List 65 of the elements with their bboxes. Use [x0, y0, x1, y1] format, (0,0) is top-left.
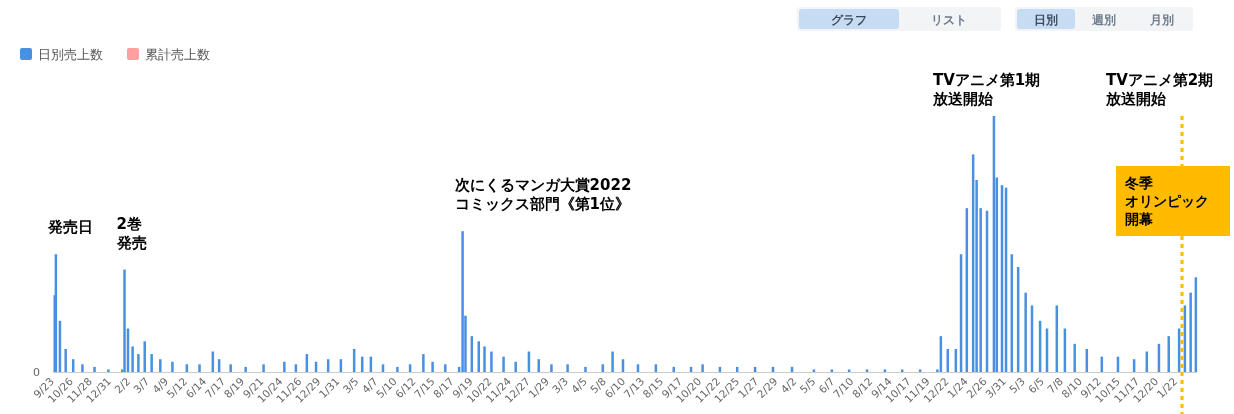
x-tick-label: 3/7 [130, 374, 152, 396]
annotation: 次にくるマンガ大賞2022コミックス部門《第1位》 [454, 176, 632, 214]
x-tick-label: 2/2 [111, 374, 133, 396]
legend-item: 日別売上数 [20, 47, 103, 62]
bar [93, 366, 96, 372]
bar [701, 364, 704, 372]
ref-line-label: 冬季オリンピック開幕 [1124, 175, 1209, 227]
x-tick-label: 4/5 [568, 374, 590, 396]
bar [611, 351, 614, 372]
legend-label: 日別売上数 [38, 47, 103, 62]
ref-label: 冬季オリンピック開幕 [1116, 166, 1230, 236]
annotation: TVアニメ第2期放送開始 [1106, 71, 1214, 108]
bar [422, 354, 425, 372]
bar [171, 361, 174, 372]
bar [396, 366, 399, 372]
bar [262, 364, 265, 372]
bar [566, 364, 569, 372]
bar [1167, 336, 1170, 372]
bar [1024, 292, 1027, 372]
x-tick-label: 5/5 [797, 374, 818, 396]
annotation: 2巻発売 [116, 214, 147, 252]
x-tick-label: 3/3 [549, 374, 571, 396]
bar [123, 269, 126, 372]
x-tick-label: 6/5 [1025, 374, 1047, 396]
bar [483, 346, 486, 372]
button-group: グラフ リスト [797, 7, 1001, 31]
bar [812, 369, 816, 372]
bar [550, 364, 553, 372]
bar [444, 364, 447, 372]
bar [490, 351, 493, 372]
button-group: 日別 週別 月別 [1015, 7, 1193, 31]
annotation: 発売日 [47, 218, 93, 237]
legend-item: 累計売上数 [127, 47, 210, 62]
bar [847, 369, 851, 372]
bar [244, 366, 247, 372]
bar [159, 359, 162, 372]
bar [830, 369, 834, 372]
bar [229, 364, 232, 372]
bar [900, 369, 904, 372]
bar [1073, 343, 1076, 372]
bar [150, 354, 153, 372]
bar [918, 369, 922, 372]
bar [81, 364, 84, 372]
bar [883, 369, 887, 372]
bar [514, 361, 517, 372]
bar [107, 369, 110, 372]
bar [137, 354, 140, 372]
bar [143, 341, 146, 372]
bar [584, 366, 587, 372]
bar [431, 361, 434, 372]
text: 0 [33, 366, 40, 379]
bar [672, 366, 675, 372]
bar [198, 364, 201, 372]
bar [1189, 292, 1192, 372]
x-tick-label: 5/3 [1006, 374, 1028, 396]
bar [502, 356, 505, 372]
bar [283, 361, 286, 372]
legend-label: 累計売上数 [145, 47, 210, 62]
x-tick-label: 3/5 [340, 374, 361, 396]
bar [865, 369, 869, 372]
annotation: TVアニメ第1期放送開始 [933, 71, 1041, 108]
bar [64, 348, 67, 372]
bar [461, 231, 464, 372]
bar [131, 346, 134, 372]
x-tick-label: 4/2 [778, 374, 799, 396]
